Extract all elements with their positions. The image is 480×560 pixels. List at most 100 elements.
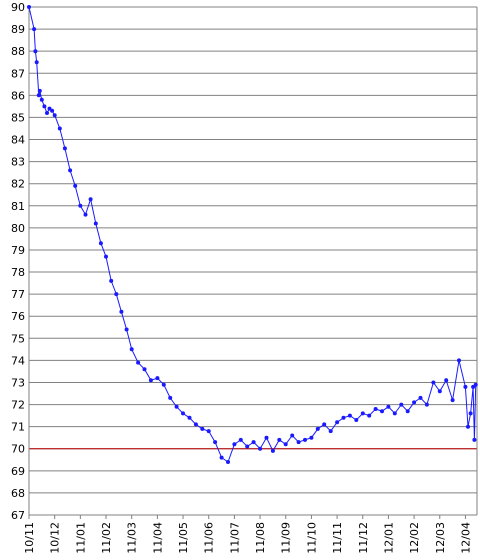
data-point-26	[129, 347, 134, 352]
y-tick-label-73: 73	[11, 376, 25, 389]
data-point-13	[62, 146, 67, 151]
data-point-3	[34, 60, 39, 65]
data-point-47	[264, 435, 269, 440]
y-tick-label-89: 89	[11, 23, 25, 36]
data-point-31	[161, 382, 166, 387]
data-point-48	[270, 448, 275, 453]
data-point-64	[373, 407, 378, 411]
data-point-27	[136, 360, 141, 365]
data-point-59	[341, 415, 346, 420]
data-point-55	[315, 426, 320, 431]
x-tick-label-11/11: 11/11	[331, 522, 344, 554]
series-line-0	[28, 6, 477, 463]
y-tick-label-83: 83	[11, 156, 25, 169]
x-tick-label-12/01: 12/01	[382, 522, 395, 554]
data-point-51	[290, 433, 295, 438]
data-point-62	[360, 411, 365, 416]
data-series	[27, 5, 478, 464]
x-tick-label-10/12: 10/12	[49, 522, 62, 554]
x-tick-label-11/04: 11/04	[151, 522, 164, 554]
x-tick-label-11/02: 11/02	[100, 522, 113, 554]
data-point-23	[114, 292, 119, 297]
data-point-54	[309, 435, 314, 440]
data-point-32	[168, 395, 173, 400]
data-point-66	[386, 404, 391, 409]
data-point-19	[93, 221, 98, 226]
x-tick-label-11/10: 11/10	[305, 522, 318, 554]
x-tick-label-12/04: 12/04	[459, 522, 472, 554]
data-point-56	[322, 422, 327, 427]
y-tick-label-72: 72	[11, 399, 25, 412]
data-point-12	[57, 126, 62, 131]
y-tick-label-81: 81	[11, 200, 25, 213]
data-point-61	[354, 418, 359, 422]
data-point-36	[193, 422, 198, 427]
y-tick-label-80: 80	[11, 222, 25, 235]
data-point-76	[450, 398, 455, 403]
data-point-70	[412, 400, 417, 405]
data-point-71	[418, 395, 423, 400]
data-point-77	[457, 358, 461, 363]
data-point-2	[33, 49, 38, 54]
data-point-30	[155, 376, 160, 381]
y-tick-label-82: 82	[11, 178, 25, 191]
data-point-73	[431, 380, 436, 385]
data-point-79	[466, 424, 470, 429]
data-point-52	[296, 440, 301, 445]
y-tick-label-88: 88	[11, 45, 25, 58]
data-point-5	[37, 88, 42, 93]
y-tick-label-70: 70	[11, 443, 25, 456]
data-point-46	[258, 446, 263, 451]
x-tick-labels: 10/11 10/12 11/01 11/02 11/03 11/04 11/05 11/06…	[23, 515, 472, 554]
data-point-68	[399, 402, 404, 407]
y-tick-label-85: 85	[11, 111, 25, 124]
x-tick-label-12/03: 12/03	[434, 522, 447, 554]
data-point-42	[232, 442, 237, 447]
y-tick-label-86: 86	[11, 89, 25, 102]
data-point-37	[200, 426, 205, 431]
data-point-33	[174, 404, 179, 409]
gridlines	[29, 6, 477, 516]
data-point-49	[277, 437, 282, 442]
data-point-9	[47, 106, 52, 111]
y-tick-label-77: 77	[11, 288, 25, 301]
data-point-0	[27, 5, 31, 9]
x-tick-label-11/01: 11/01	[74, 522, 87, 554]
data-point-39	[213, 440, 218, 445]
data-point-15	[73, 183, 78, 188]
x-tick-label-11/07: 11/07	[228, 522, 241, 554]
y-tick-label-90: 90	[11, 1, 25, 14]
data-point-41	[226, 460, 230, 464]
data-point-29	[148, 378, 153, 383]
y-tick-label-76: 76	[11, 310, 25, 323]
y-tick-label-79: 79	[11, 244, 25, 257]
data-point-78	[463, 384, 468, 389]
y-tick-label-87: 87	[11, 67, 25, 80]
data-point-80	[468, 411, 473, 416]
data-point-14	[68, 168, 73, 173]
y-tick-labels: 67 68 69 70 71 72 73 74 75 76 77 78 79 80 81 82 83 84 85 86…	[11, 1, 25, 522]
data-point-24	[119, 309, 124, 314]
axes	[28, 7, 478, 516]
data-point-74	[437, 389, 442, 394]
data-point-20	[98, 241, 103, 246]
data-point-45	[251, 440, 256, 445]
data-point-44	[245, 444, 250, 449]
data-point-4	[36, 93, 41, 98]
data-point-69	[405, 409, 410, 414]
data-point-21	[104, 254, 108, 259]
data-point-18	[88, 197, 93, 202]
data-point-22	[109, 278, 114, 283]
data-point-8	[45, 111, 49, 115]
x-tick-label-11/03: 11/03	[126, 522, 139, 554]
data-point-1	[32, 27, 37, 32]
y-tick-label-75: 75	[11, 332, 25, 345]
data-point-10	[50, 108, 55, 113]
data-point-75	[444, 378, 449, 383]
data-point-58	[335, 420, 340, 425]
data-point-40	[219, 455, 224, 460]
y-tick-label-67: 67	[11, 509, 25, 522]
data-point-83	[473, 382, 478, 387]
y-tick-label-74: 74	[11, 354, 25, 367]
